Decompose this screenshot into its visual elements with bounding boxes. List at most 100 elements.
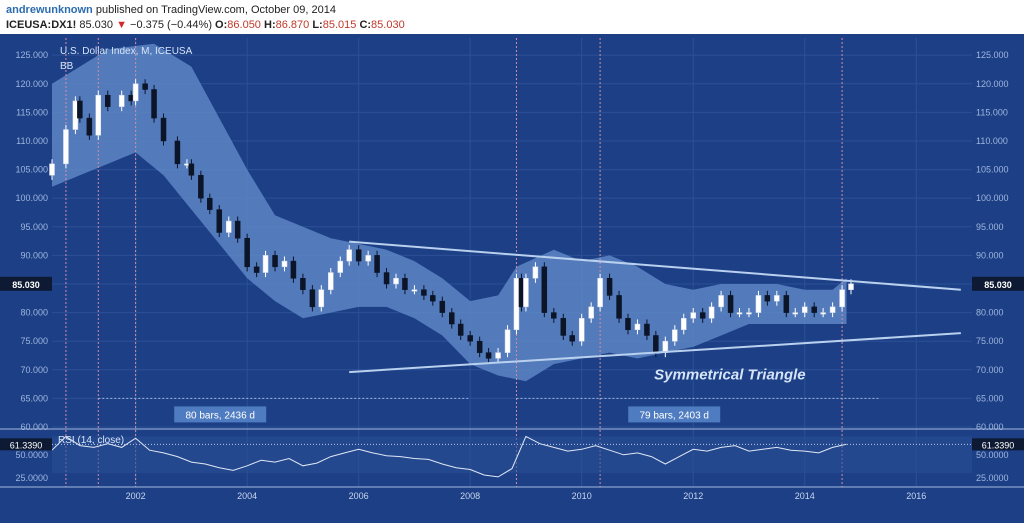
candle-body (281, 260, 288, 268)
chart-header: andrewunknown published on TradingView.c… (0, 0, 1024, 34)
y-tick-label-left: 110.000 (16, 136, 48, 146)
candle-body (820, 312, 826, 315)
candle-body (188, 163, 195, 176)
quote-line: ICEUSA:DX1! 85.030 ▼ −0.375 (−0.44%) O:8… (6, 19, 405, 31)
y-tick-label-right: 125.000 (976, 50, 1009, 60)
x-tick-label: 2002 (126, 491, 146, 501)
candle-body (290, 260, 297, 279)
candle-body (118, 94, 125, 107)
candle-body (244, 237, 250, 268)
price-change: −0.375 (−0.44%) (130, 19, 212, 31)
candle-body (328, 272, 334, 290)
last-value-text-right: 85.030 (984, 280, 1012, 290)
y-tick-label-right: 75.000 (976, 336, 1004, 346)
candle-body (588, 306, 594, 319)
triangle-trendline[interactable] (349, 240, 961, 291)
candle-body (476, 340, 483, 353)
candle-body (449, 312, 455, 325)
candle-body (848, 283, 854, 290)
publish-text: published on TradingView.com, October 09… (95, 4, 336, 16)
low-value: 85.015 (322, 19, 357, 31)
y-tick-label-right: 95.000 (976, 222, 1004, 232)
y-tick-label-right: 70.000 (976, 365, 1004, 375)
high-label: H: (264, 19, 276, 31)
candle-body (207, 197, 213, 210)
y-tick-label-left: 90.000 (20, 250, 48, 260)
candle-body (495, 352, 501, 359)
candle-body (383, 272, 390, 285)
publish-line: andrewunknown published on TradingView.c… (6, 4, 336, 16)
candle-body (430, 295, 436, 302)
candle-body (216, 209, 223, 233)
last-value-tag-right (972, 276, 1024, 291)
rsi-value-tag-right (972, 438, 1024, 451)
symbol-label[interactable]: ICEUSA:DX1! (6, 19, 77, 31)
y-tick-label-left: 80.000 (20, 308, 48, 318)
candle-body (504, 329, 511, 353)
candle-body (736, 312, 743, 315)
candle-body (746, 312, 752, 315)
open-label: O: (215, 19, 228, 31)
rsi-value-tag-left (0, 438, 52, 451)
indicator-label: BB (60, 61, 74, 72)
candle-body (532, 266, 539, 279)
candle-body (318, 289, 325, 308)
y-tick-label-right: 120.000 (976, 79, 1009, 89)
candle-body (644, 323, 650, 336)
y-tick-label-left: 120.000 (15, 79, 48, 89)
high-value: 86.870 (275, 19, 310, 31)
close-label: C: (359, 19, 372, 31)
triangle-trendline[interactable] (349, 332, 961, 374)
y-tick-label-right: 65.000 (976, 393, 1004, 403)
rsi-value-text-right: 61.3390 (982, 440, 1015, 450)
candle-body (393, 278, 399, 285)
candle-body (49, 163, 55, 176)
rsi-value-text-left: 61.3390 (10, 440, 43, 450)
last-value-tag-left (0, 276, 52, 291)
candle-body (755, 295, 762, 313)
x-tick-label: 2004 (237, 491, 257, 501)
author-link[interactable]: andrewunknown (6, 4, 93, 16)
candle-body (551, 312, 557, 319)
candle-body (421, 289, 427, 296)
rsi-band (52, 436, 972, 474)
y-tick-label-left: 60.000 (20, 422, 48, 432)
candle-body (439, 300, 446, 313)
candle-body (578, 318, 585, 342)
candle-body (346, 249, 352, 262)
x-tick-label: 2010 (572, 491, 592, 501)
candle-body (829, 306, 836, 313)
measure-label-box (628, 406, 721, 423)
candle-body (457, 323, 464, 336)
candle-body (606, 278, 613, 296)
candle-body (811, 306, 817, 313)
measure-label-box (174, 406, 267, 423)
x-tick-label: 2014 (795, 491, 815, 501)
candle-body (105, 94, 111, 107)
candle-body (597, 278, 603, 308)
price-chart[interactable]: 60.000 60.000 65.000 65.000 70.000 70.000 75.0… (0, 34, 1024, 523)
x-tick-label: 2012 (683, 491, 703, 501)
candle-body (485, 352, 492, 359)
low-label: L: (312, 19, 323, 31)
candle-body (95, 94, 102, 136)
y-tick-label-left: 70.000 (20, 365, 48, 375)
y-tick-label-right: 60.000 (976, 422, 1004, 432)
y-tick-label-left: 125.000 (15, 50, 48, 60)
y-tick-label-right: 80.000 (976, 308, 1004, 318)
candle-body (839, 289, 845, 308)
pattern-annotation: Symmetrical Triangle (654, 367, 805, 384)
x-tick-label: 2008 (460, 491, 480, 501)
candle-body (411, 289, 418, 292)
candle-body (783, 295, 790, 313)
candle-body (365, 255, 371, 262)
x-tick-label: 2016 (906, 491, 926, 501)
rsi-tick-label-right: 50.0000 (976, 450, 1009, 460)
rsi-tick-label-left: 25.0000 (15, 473, 48, 483)
candle-body (272, 255, 278, 268)
candle-body (198, 175, 204, 199)
open-value: 86.050 (227, 19, 261, 31)
candle-body (569, 335, 575, 342)
candle-body (132, 83, 139, 102)
candle-body (801, 306, 808, 313)
